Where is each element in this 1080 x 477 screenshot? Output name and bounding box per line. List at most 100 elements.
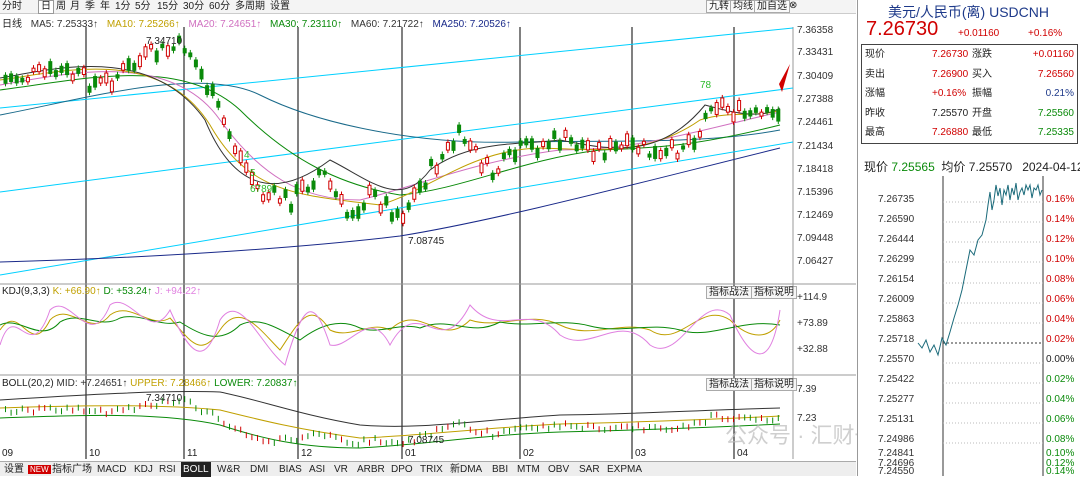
quote-label: 最高 [865, 127, 885, 138]
period-60min[interactable]: 60分 [209, 1, 231, 12]
candle [401, 213, 406, 224]
indicator-tabs: 设置 NEW 指标广场 MACD KDJ RSI BOLL W&R DMI BI… [0, 461, 856, 477]
candle [608, 138, 613, 150]
price-tick: 7.30409 [797, 71, 834, 82]
period-month[interactable]: 月 [70, 1, 80, 12]
intraday-tick: 7.25422 [878, 374, 915, 385]
intraday-tick: 7.25718 [878, 334, 915, 345]
period-year[interactable]: 年 [100, 1, 110, 12]
tab-kdj[interactable]: KDJ [134, 464, 153, 475]
settings-button[interactable]: 设置 [270, 1, 290, 12]
candle [165, 45, 170, 57]
period-minute[interactable]: 分时 [2, 1, 22, 12]
candle [266, 192, 271, 201]
candle [440, 154, 445, 160]
candle [160, 43, 165, 49]
tab-indicator-square[interactable]: 指标广场 [52, 464, 92, 475]
candle [14, 75, 19, 84]
candle [597, 142, 602, 150]
tab-rsi[interactable]: RSI [159, 464, 176, 475]
intraday-tick: 7.26735 [878, 194, 915, 205]
candle [636, 146, 641, 155]
close-icon[interactable]: ⊗ [789, 0, 798, 11]
candle [389, 212, 394, 222]
tab-sar[interactable]: SAR [579, 464, 600, 475]
tab-dpo[interactable]: DPO [391, 464, 413, 475]
tab-mtm[interactable]: MTM [517, 464, 540, 475]
period-week[interactable]: 周 [56, 1, 66, 12]
candle [501, 152, 506, 160]
candle [742, 110, 747, 119]
candle [3, 74, 8, 84]
candle [289, 203, 294, 213]
tab-bbi[interactable]: BBI [492, 464, 509, 475]
candle [697, 131, 702, 138]
boll-strategy-button[interactable]: 指标战法 [706, 378, 752, 391]
quote-label: 涨跌 [972, 49, 992, 60]
period-30min[interactable]: 30分 [183, 1, 205, 12]
tab-new-dma[interactable]: 新DMA [450, 464, 483, 475]
candle [53, 70, 58, 78]
intraday-chart [917, 176, 1044, 476]
candle [37, 64, 42, 73]
boll-high-annotation: 7.34710 [146, 393, 183, 404]
tab-boll[interactable]: BOLL [181, 462, 211, 477]
add-watchlist-button[interactable]: 加自选 [754, 0, 790, 13]
intraday-tick: 7.24550 [878, 466, 915, 477]
period-1min[interactable]: 1分 [115, 1, 131, 12]
tab-expma[interactable]: EXPMA [607, 464, 643, 475]
candle [479, 162, 484, 174]
tab-asi[interactable]: ASI [309, 464, 326, 475]
quote-panel: 美元/人民币(离) USDCNH 7.26730 +0.01160 +0.16%… [857, 0, 1080, 477]
boll-low-annotation: 7.08745 [408, 435, 445, 446]
tab-bias[interactable]: BIAS [279, 464, 302, 475]
candle [714, 102, 719, 115]
kdj-help-button[interactable]: 指标说明 [751, 286, 797, 299]
boll-help-button[interactable]: 指标说明 [751, 378, 797, 391]
tab-arbr[interactable]: ARBR [357, 464, 385, 475]
ma250-value: MA250: 7.20526↑ [432, 19, 511, 30]
intraday-tick: 7.25277 [878, 394, 915, 405]
candle [384, 196, 389, 206]
candle [490, 172, 495, 181]
candle [647, 153, 652, 158]
tab-settings[interactable]: 设置 [4, 464, 24, 475]
period-5min[interactable]: 5分 [135, 1, 151, 12]
tick-avg-label: 均价 [941, 160, 966, 174]
tab-vr[interactable]: VR [334, 464, 348, 475]
tab-obv[interactable]: OBV [548, 464, 570, 475]
tab-trix[interactable]: TRIX [420, 464, 443, 475]
kdj-strategy-button[interactable]: 指标战法 [706, 286, 752, 299]
tab-wr[interactable]: W&R [217, 464, 241, 475]
candle [154, 50, 159, 63]
candle [412, 187, 417, 200]
period-15min[interactable]: 15分 [157, 1, 179, 12]
candle [294, 184, 299, 195]
candle [339, 194, 344, 205]
boll-name: BOLL(20,2) [2, 378, 54, 389]
boll-lower: LOWER: 7.20837↑ [214, 378, 298, 389]
tab-dmi[interactable]: DMI [250, 464, 269, 475]
candle [507, 148, 512, 156]
period-day[interactable]: 日 [38, 0, 54, 14]
tab-macd[interactable]: MACD [97, 464, 127, 475]
candle [563, 129, 568, 138]
intraday-pct: 0.06% [1046, 294, 1075, 305]
date-tick: 03 [635, 448, 647, 459]
candle [205, 85, 210, 95]
intraday-tick: 7.24986 [878, 434, 915, 445]
tick-now-value: 7.25565 [891, 160, 935, 174]
candle [25, 76, 30, 83]
candle [115, 74, 120, 79]
nine-turn-button[interactable]: 九转 [706, 0, 732, 13]
candle [143, 46, 148, 58]
candle [93, 76, 98, 88]
candle [333, 191, 338, 198]
nine-turn-label: 6789 [250, 184, 273, 195]
kdj-legend: KDJ(9,3,3) K: +66.90↑ D: +53.24↑ J: +94.… [2, 286, 201, 297]
ma5-value: MA5: 7.25333↑ [30, 19, 99, 30]
period-quarter[interactable]: 季 [85, 1, 95, 12]
period-multi[interactable]: 多周期 [235, 1, 265, 12]
candle [367, 184, 372, 196]
candle [692, 137, 697, 150]
